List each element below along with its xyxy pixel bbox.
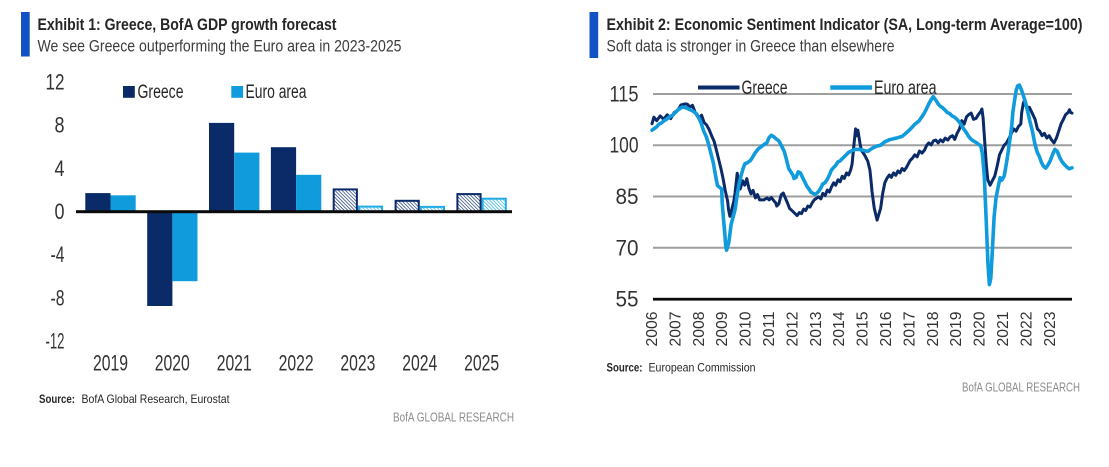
svg-text:BofA GLOBAL RESEARCH: BofA GLOBAL RESEARCH — [393, 410, 514, 425]
svg-text:2006: 2006 — [644, 312, 661, 347]
svg-text:2024: 2024 — [402, 351, 437, 376]
svg-text:2013: 2013 — [808, 312, 825, 347]
svg-text:Soft data is stronger in Greec: Soft data is stronger in Greece than els… — [607, 38, 895, 56]
svg-text:2019: 2019 — [948, 312, 965, 347]
svg-text:Exhibit 2: Economic Sentiment: Exhibit 2: Economic Sentiment Indicator … — [607, 16, 1083, 34]
svg-text:2022: 2022 — [279, 351, 314, 376]
svg-text:2016: 2016 — [878, 312, 895, 347]
svg-text:Exhibit 1: Greece, BofA GDP gr: Exhibit 1: Greece, BofA GDP growth forec… — [38, 16, 337, 34]
svg-text:12: 12 — [46, 69, 65, 94]
svg-text:BofA GLOBAL RESEARCH: BofA GLOBAL RESEARCH — [962, 380, 1080, 395]
svg-text:2021: 2021 — [995, 312, 1012, 347]
svg-text:European Commission: European Commission — [649, 361, 756, 375]
svg-text:2007: 2007 — [667, 312, 684, 347]
svg-text:2014: 2014 — [831, 311, 848, 346]
svg-text:Euro area: Euro area — [874, 78, 937, 99]
svg-text:55: 55 — [616, 287, 639, 312]
svg-text:Euro area: Euro area — [246, 82, 307, 103]
svg-text:-12: -12 — [46, 329, 65, 354]
svg-text:2010: 2010 — [738, 311, 755, 346]
svg-text:2025: 2025 — [464, 351, 499, 376]
svg-text:-8: -8 — [51, 285, 65, 310]
svg-text:We see Greece outperforming th: We see Greece outperforming the Euro are… — [38, 38, 402, 56]
svg-text:8: 8 — [55, 113, 65, 138]
svg-text:2022: 2022 — [1018, 312, 1035, 347]
svg-text:Greece: Greece — [138, 82, 184, 103]
svg-text:2012: 2012 — [784, 312, 801, 347]
svg-text:2008: 2008 — [691, 312, 708, 347]
svg-text:2020: 2020 — [972, 311, 989, 346]
svg-text:0: 0 — [55, 199, 65, 224]
svg-text:2017: 2017 — [901, 312, 918, 347]
svg-text:Greece: Greece — [742, 78, 788, 99]
svg-text:2009: 2009 — [714, 312, 731, 347]
svg-text:Source:: Source: — [607, 361, 643, 375]
svg-text:2011: 2011 — [761, 312, 778, 347]
svg-text:2023: 2023 — [1042, 312, 1059, 347]
svg-text:2018: 2018 — [925, 312, 942, 347]
svg-text:BofA Global Research, Eurostat: BofA Global Research, Eurostat — [82, 392, 231, 406]
svg-text:2021: 2021 — [217, 351, 252, 376]
svg-text:2015: 2015 — [855, 312, 872, 347]
svg-text:2023: 2023 — [340, 351, 375, 376]
svg-text:2020: 2020 — [155, 351, 190, 376]
svg-text:100: 100 — [610, 133, 639, 158]
svg-text:2019: 2019 — [93, 351, 128, 376]
svg-text:4: 4 — [55, 156, 65, 181]
svg-text:70: 70 — [616, 235, 639, 260]
svg-text:Source:: Source: — [39, 392, 75, 406]
svg-text:85: 85 — [616, 184, 639, 209]
svg-text:-4: -4 — [51, 242, 65, 267]
svg-text:115: 115 — [610, 82, 639, 107]
